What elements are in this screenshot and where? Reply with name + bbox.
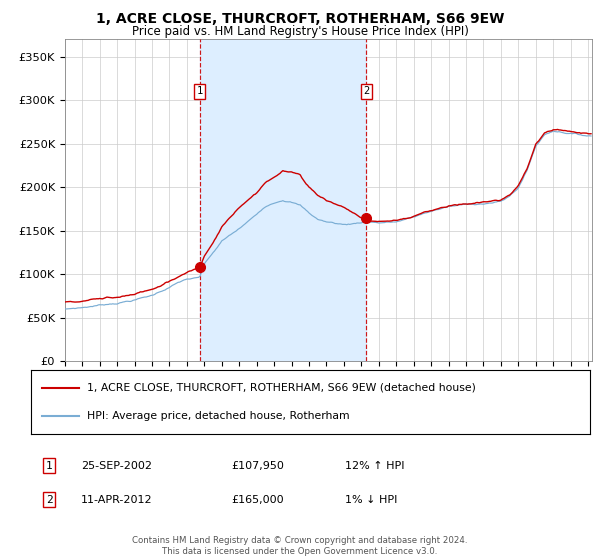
Text: 1, ACRE CLOSE, THURCROFT, ROTHERHAM, S66 9EW: 1, ACRE CLOSE, THURCROFT, ROTHERHAM, S66… bbox=[96, 12, 504, 26]
Text: 11-APR-2012: 11-APR-2012 bbox=[81, 494, 152, 505]
Text: Contains HM Land Registry data © Crown copyright and database right 2024.
This d: Contains HM Land Registry data © Crown c… bbox=[132, 536, 468, 556]
Text: 2: 2 bbox=[363, 86, 370, 96]
Text: Price paid vs. HM Land Registry's House Price Index (HPI): Price paid vs. HM Land Registry's House … bbox=[131, 25, 469, 38]
Text: £107,950: £107,950 bbox=[231, 461, 284, 471]
Text: 1: 1 bbox=[46, 461, 53, 471]
Text: 2: 2 bbox=[46, 494, 53, 505]
Text: 1% ↓ HPI: 1% ↓ HPI bbox=[345, 494, 397, 505]
Text: HPI: Average price, detached house, Rotherham: HPI: Average price, detached house, Roth… bbox=[87, 411, 350, 421]
Text: 1, ACRE CLOSE, THURCROFT, ROTHERHAM, S66 9EW (detached house): 1, ACRE CLOSE, THURCROFT, ROTHERHAM, S66… bbox=[87, 382, 476, 393]
Text: 12% ↑ HPI: 12% ↑ HPI bbox=[345, 461, 404, 471]
Text: 25-SEP-2002: 25-SEP-2002 bbox=[81, 461, 152, 471]
Text: £165,000: £165,000 bbox=[231, 494, 284, 505]
Text: 1: 1 bbox=[197, 86, 203, 96]
